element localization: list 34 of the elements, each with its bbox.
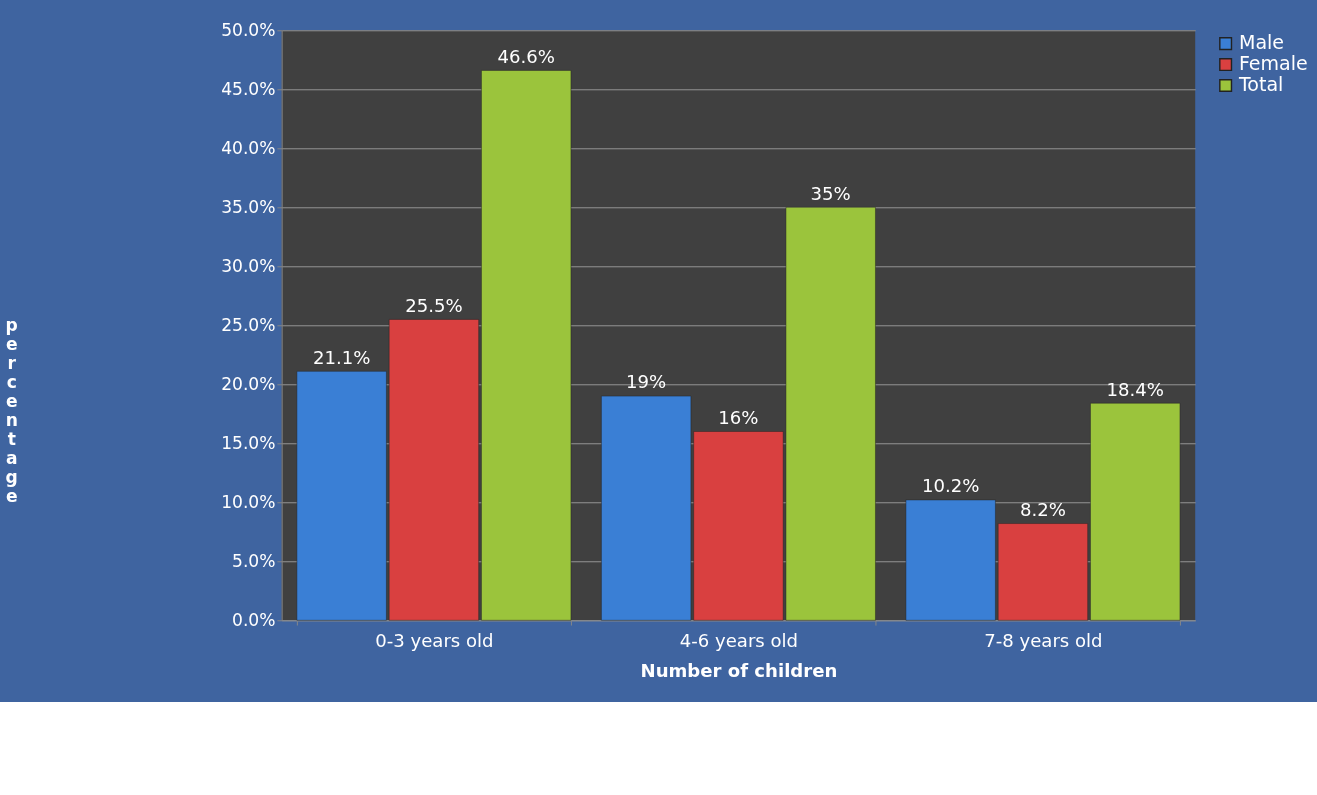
y-tick-label: 20.0%	[221, 373, 276, 394]
y-tick-label: 40.0%	[221, 137, 276, 158]
data-label: 19%	[626, 371, 667, 393]
text: percentage	[5, 314, 18, 506]
data-label: 46.6%	[497, 45, 555, 67]
data-label: 18.4%	[1106, 378, 1164, 400]
data-label: 35%	[810, 182, 851, 204]
legend-label: Female	[1238, 52, 1308, 75]
data-label: 8.2%	[1019, 498, 1066, 520]
y-tick-label: 35.0%	[221, 196, 276, 217]
bar	[296, 371, 387, 621]
x-tick-label: 7-8 years old	[984, 630, 1103, 652]
y-tick-label: 45.0%	[221, 78, 276, 99]
bar	[905, 499, 996, 621]
bar	[997, 523, 1088, 621]
legend-label: Male	[1238, 31, 1285, 54]
y-tick-label: 5.0%	[232, 550, 276, 571]
data-label: 25.5%	[405, 294, 463, 316]
y-tick-label: 0.0%	[232, 609, 276, 630]
y-tick-label: 15.0%	[221, 432, 276, 453]
bar	[1090, 402, 1181, 621]
x-axis-title: Number of children	[640, 659, 838, 681]
legend-label: Total	[1237, 73, 1284, 96]
data-label: 10.2%	[921, 475, 980, 497]
y-tick-label: 50.0%	[221, 19, 276, 40]
bar	[481, 70, 572, 621]
x-tick-label: 0-3 years old	[375, 630, 494, 652]
y-tick-label: 10.0%	[221, 491, 276, 512]
y-tick-label: 30.0%	[221, 255, 276, 276]
bar	[388, 319, 479, 621]
data-label: 16%	[718, 406, 759, 428]
y-tick-label: 25.0%	[221, 314, 276, 335]
x-tick-label: 4-6 years old	[679, 630, 799, 652]
data-label: 21.1%	[312, 346, 371, 368]
